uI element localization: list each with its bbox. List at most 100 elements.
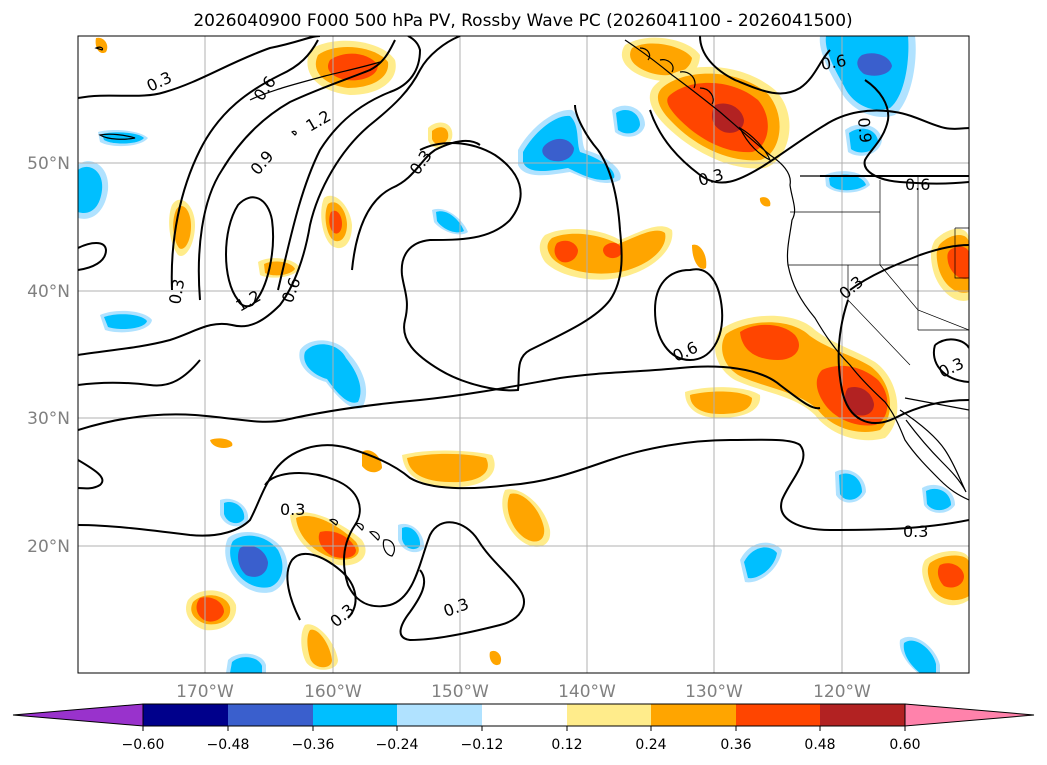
colorbar-bin: [482, 704, 567, 726]
anomaly-region: [362, 450, 382, 473]
contour-label: 0.3: [280, 500, 305, 519]
map-panel: 0.3 0.6 1.2 0.9 0.3 1.2 0.6 0.3 0.6 0.3 …: [77, 35, 970, 674]
lon-label-160w: 160°W: [304, 682, 362, 702]
aleutian-islands: [249, 61, 381, 101]
state-borders: [788, 176, 969, 366]
anomaly-region: [839, 473, 862, 500]
anomaly-region: [542, 138, 574, 162]
contour-label: 0.6: [819, 51, 847, 74]
anomaly-region: [829, 174, 866, 191]
colorbar-bin: [397, 704, 482, 726]
anomaly-region: [102, 132, 144, 144]
anomaly-region: [849, 128, 878, 153]
anomaly-region: [692, 244, 707, 269]
anomaly-region: [318, 531, 356, 558]
colorbar-bin: [820, 704, 905, 726]
colorbar-label: −0.60: [122, 737, 165, 753]
colorbar-bin: [143, 704, 228, 726]
contour-line: [699, 36, 831, 95]
contour-label: 0.3: [903, 522, 928, 541]
alaska-panhandle-islands: [639, 47, 714, 105]
contour-line: [170, 39, 319, 291]
anomaly-region: [947, 246, 969, 279]
colorbar-bin: [228, 704, 313, 726]
colorbar-label: −0.36: [292, 737, 335, 753]
anomaly-region: [903, 640, 936, 673]
anomaly-region: [307, 629, 332, 668]
map-frame: [77, 35, 970, 674]
anomaly-region: [857, 53, 892, 76]
baja-peninsula: [899, 409, 967, 493]
lat-label-50: 50°N: [27, 154, 70, 174]
contour-line: [932, 338, 969, 383]
islands-north: [94, 46, 297, 140]
lon-label-170w: 170°W: [176, 682, 234, 702]
map-title: 2026040900 F000 500 hPa PV, Rossby Wave …: [193, 11, 852, 31]
contour-line: [78, 242, 108, 271]
contour-label: 0.6: [905, 175, 930, 194]
anomaly-region: [210, 438, 233, 448]
anomaly-region: [329, 210, 342, 234]
contour-line: [197, 39, 396, 301]
lon-label-130w: 130°W: [685, 682, 743, 702]
colorbar-extend-low: [12, 703, 144, 727]
contour-label: 0.3: [165, 277, 188, 305]
anomaly-region: [759, 197, 771, 207]
contour-line: [286, 552, 357, 621]
anomaly-region: [744, 547, 777, 579]
contour-line: [649, 109, 969, 184]
north-america-coast: [624, 39, 969, 501]
lat-label-30: 30°N: [27, 409, 70, 429]
anomaly-region: [104, 314, 147, 329]
contour-line: [78, 359, 201, 387]
contour-label: 0.9: [854, 117, 875, 144]
contour-line: [653, 268, 724, 362]
colorbar-label: 0.36: [720, 737, 751, 753]
lon-label-140w: 140°W: [558, 682, 616, 702]
colorbar-label: −0.48: [207, 737, 250, 753]
positive-anomaly-shading: [95, 37, 969, 670]
contour-line: [351, 139, 481, 271]
anomaly-region: [690, 391, 752, 414]
negative-anomaly-shading: [78, 36, 955, 673]
contour-line: [849, 244, 969, 291]
colorbar-label: −0.24: [376, 737, 419, 753]
anomaly-region: [78, 166, 103, 214]
contour-line: [400, 104, 623, 392]
contour-line: [837, 299, 969, 424]
colorbar: −0.60 −0.48 −0.36 −0.24 −0.12 0.12 0.24 …: [12, 703, 1035, 753]
contour-line: [277, 36, 422, 291]
latitude-labels: 50°N 40°N 30°N 20°N: [27, 154, 70, 557]
anomaly-region: [238, 545, 268, 577]
vancouver-island: [738, 126, 772, 162]
anomaly-region: [554, 240, 578, 263]
colorbar-label: −0.12: [461, 737, 504, 753]
colorbar-bin: [651, 704, 736, 726]
lat-label-20: 20°N: [27, 537, 70, 557]
anomaly-region: [926, 488, 951, 511]
contour-line: [264, 472, 525, 642]
colorbar-label: 0.48: [804, 737, 835, 753]
anomaly-region: [937, 563, 964, 588]
anomaly-region: [402, 527, 421, 550]
contour-line: [78, 365, 821, 431]
lat-label-40: 40°N: [27, 282, 70, 302]
pv-contours: [78, 36, 969, 642]
contour-line: [78, 459, 104, 490]
lon-label-150w: 150°W: [431, 682, 489, 702]
colorbar-extend-high: [904, 703, 1035, 727]
contour-line: [78, 438, 969, 537]
contour-line: [225, 196, 274, 308]
box-right: [954, 227, 969, 279]
contour-line: [863, 79, 969, 185]
longitude-labels: 170°W 160°W 150°W 140°W 130°W 120°W: [176, 682, 871, 702]
colorbar-ticks: [142, 726, 906, 731]
colorbar-label: 0.60: [889, 737, 920, 753]
colorbar-label: 0.24: [635, 737, 666, 753]
coastlines: [94, 39, 969, 557]
anomaly-region: [264, 261, 295, 276]
anomaly-region: [224, 502, 245, 524]
colorbar-bin: [313, 704, 397, 726]
anomaly-region: [436, 211, 464, 233]
